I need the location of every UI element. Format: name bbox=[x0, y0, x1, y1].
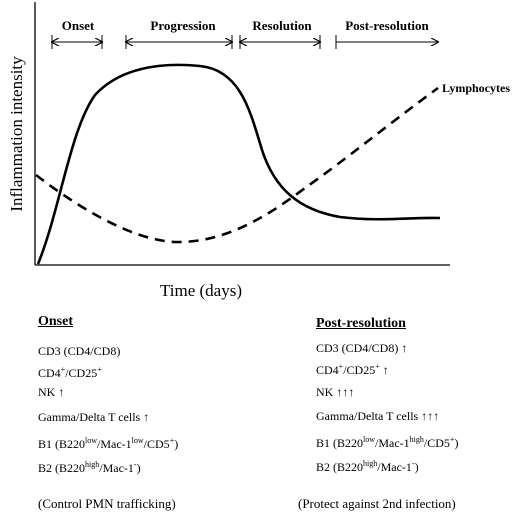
lymphocytes-label: Lymphocytes bbox=[442, 81, 510, 95]
onset-item-b1: B1 (B220low/Mac-1low/CD5+) bbox=[38, 436, 179, 451]
phase-label-resolution: Resolution bbox=[252, 18, 312, 33]
phase-arrow-onset bbox=[52, 35, 102, 49]
post-item-b1: B1 (B220low/Mac-1high/CD5+) bbox=[316, 435, 459, 450]
phase-label-progression: Progression bbox=[150, 18, 216, 33]
post-resolution-title: Post-resolution bbox=[316, 316, 406, 331]
onset-item-gamma-delta: Gamma/Delta T cells ↑ bbox=[38, 410, 150, 424]
phase-label-onset: Onset bbox=[62, 18, 95, 33]
post-item-b2: B2 (B220high/Mac-1-) bbox=[316, 459, 419, 474]
post-item-cd4-cd25: CD4+/CD25+ ↑ bbox=[316, 362, 389, 377]
post-resolution-footnote: (Protect against 2nd infection) bbox=[298, 496, 456, 511]
onset-item-b2: B2 (B220high/Mac-1-) bbox=[38, 460, 141, 475]
post-item-cd3: CD3 (CD4/CD8) ↑ bbox=[316, 341, 408, 355]
phase-label-post-resolution: Post-resolution bbox=[345, 18, 429, 33]
phase-arrow-resolution bbox=[240, 35, 320, 49]
onset-footnote: (Control PMN trafficking) bbox=[38, 496, 176, 511]
post-item-nk: NK ↑↑↑ bbox=[316, 385, 355, 399]
phase-arrow-progression bbox=[126, 35, 232, 49]
lymphocytes-curve bbox=[35, 86, 439, 244]
onset-item-cd4-cd25: CD4+/CD25+ bbox=[38, 365, 102, 380]
y-axis-title: Inflammation intensity bbox=[7, 56, 26, 212]
inflammation-time-diagram: Onset Progression Resolution Post-resolu… bbox=[7, 2, 510, 300]
onset-item-cd3: CD3 (CD4/CD8) bbox=[38, 344, 121, 358]
post-item-gamma-delta: Gamma/Delta T cells ↑↑↑ bbox=[316, 409, 440, 423]
phase-arrow-post-resolution bbox=[335, 35, 438, 49]
x-axis-title: Time (days) bbox=[160, 281, 242, 300]
onset-title: Onset bbox=[38, 314, 73, 329]
inflammation-curve bbox=[36, 63, 441, 265]
onset-item-nk: NK ↑ bbox=[38, 385, 65, 399]
